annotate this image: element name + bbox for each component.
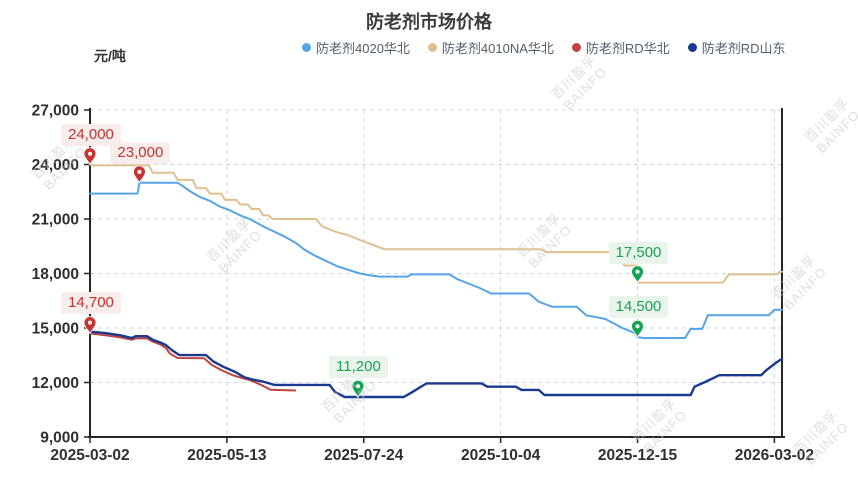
annotation-label-max: 23,000 — [110, 141, 171, 164]
annotation-label-max: 24,000 — [61, 123, 121, 146]
series-color-dot-icon — [427, 43, 437, 52]
legend-label: 防老剂4010NA华北 — [441, 41, 554, 56]
svg-text:24,000: 24,000 — [32, 157, 79, 174]
annotation-pin-max-icon — [83, 316, 97, 335]
svg-text:2025-10-04: 2025-10-04 — [461, 447, 541, 464]
svg-text:2026-03-02: 2026-03-02 — [735, 447, 814, 464]
annotation-pin-max-icon — [133, 165, 146, 184]
annotation-pin-min-icon — [351, 379, 365, 399]
legend: 防老剂4020华北 防老剂4010NA华北 防老剂RD华北 防老剂RD山东 — [302, 38, 785, 57]
svg-text:9,000: 9,000 — [40, 430, 79, 447]
y-axis-unit-label: 元/吨 — [94, 48, 126, 64]
series-color-dot-icon — [687, 43, 697, 52]
svg-text:2025-12-15: 2025-12-15 — [598, 447, 678, 464]
legend-label: 防老剂RD山东 — [701, 41, 786, 56]
series-color-dot-icon — [302, 43, 311, 52]
legend-label: 防老剂RD华北 — [585, 41, 670, 56]
annotation-pin-min-icon — [631, 265, 644, 284]
svg-text:27,000: 27,000 — [32, 103, 79, 120]
annotation-pin-max-icon — [83, 147, 97, 166]
svg-text:2025-07-24: 2025-07-24 — [324, 447, 404, 464]
svg-text:21,000: 21,000 — [32, 212, 79, 229]
annotation-label-min: 11,200 — [329, 356, 388, 379]
svg-text:2025-03-02: 2025-03-02 — [50, 447, 129, 464]
svg-text:18,000: 18,000 — [32, 266, 79, 283]
svg-text:15,000: 15,000 — [32, 321, 79, 338]
annotation-label-max: 14,700 — [61, 292, 121, 315]
annotation-label-min: 17,500 — [608, 241, 669, 264]
annotation-label-min: 14,500 — [608, 296, 669, 319]
legend-label: 防老剂4020华北 — [316, 41, 410, 56]
annotation-pin-min-icon — [631, 319, 644, 339]
legend-item-rd-huabei[interactable]: 防老剂RD华北 — [571, 38, 670, 57]
series-color-dot-icon — [571, 43, 581, 52]
legend-item-4010na-huabei[interactable]: 防老剂4010NA华北 — [427, 38, 554, 57]
svg-text:12,000: 12,000 — [32, 375, 79, 392]
svg-text:2025-05-13: 2025-05-13 — [187, 447, 267, 464]
legend-item-4020-huabei[interactable]: 防老剂4020华北 — [302, 38, 410, 57]
legend-item-rd-shandong[interactable]: 防老剂RD山东 — [687, 38, 786, 57]
chart-title: 防老剂市场价格 — [366, 12, 492, 32]
